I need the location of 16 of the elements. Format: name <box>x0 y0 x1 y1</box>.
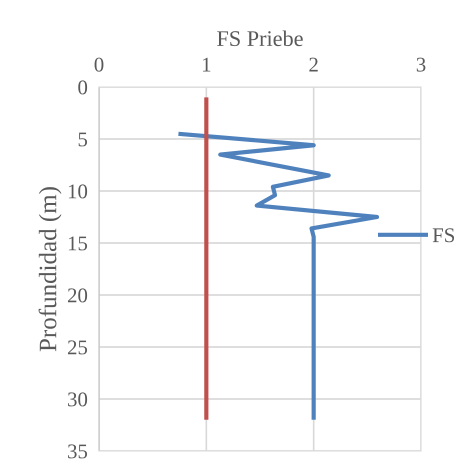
y-tick-label: 15 <box>68 236 88 250</box>
y-tick-label: 5 <box>78 132 88 146</box>
x-tick-label: 1 <box>202 58 210 72</box>
x-tick-label: 0 <box>94 58 104 72</box>
x-tick-label: 3 <box>416 58 426 72</box>
y-tick-label: 35 <box>68 444 88 458</box>
x-axis-title: FS Priebe <box>217 30 303 46</box>
line-series <box>176 132 380 422</box>
y-tick-label: 0 <box>78 80 88 94</box>
y-tick-label: 10 <box>68 184 88 198</box>
legend-label: FS <box>432 228 454 242</box>
x-tick-label: 2 <box>309 58 318 72</box>
y-tick-label: 20 <box>68 288 88 302</box>
y-tick-label: 25 <box>68 340 88 354</box>
y-axis-title: Profundidad (m) <box>38 187 62 352</box>
y-tick-label: 30 <box>68 392 88 406</box>
